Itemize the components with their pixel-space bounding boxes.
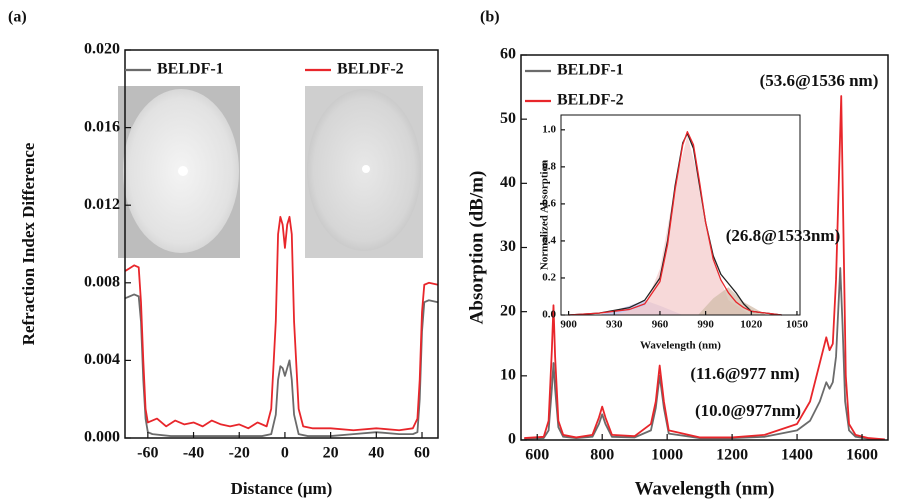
x-tick-label: 1400	[781, 447, 813, 464]
x-tick-label: 0	[281, 445, 289, 462]
panel-label: (a)	[8, 9, 27, 26]
x-tick-label: 1000	[651, 447, 683, 464]
x-tick-label: 930	[606, 319, 623, 331]
x-tick-label: 1020	[740, 319, 763, 331]
chart-0: -60 -40 -20 0 20 40 60 0.000 0.004 0.008 0.012 0.01…	[19, 41, 439, 498]
x-tick-label: 40	[368, 445, 384, 462]
legend-label: BELDF-1	[157, 61, 224, 78]
chart-2: 900 930 960 990 1020 1050 0.0 0.2 0.4 0.6 0.8 1.0 Wa…	[539, 114, 809, 352]
y-tick-label: 0.0	[542, 309, 556, 321]
plot-frame	[560, 114, 801, 316]
x-tick-label: 600	[525, 447, 549, 464]
y-tick-label: 1.0	[542, 123, 556, 135]
fiber-image-1	[118, 86, 240, 258]
x-tick-label: 60	[414, 445, 430, 462]
series-line	[524, 95, 885, 441]
y-tick-label: 0.6	[542, 197, 556, 209]
y-tick-label: 50	[500, 110, 516, 127]
y-axis-label: Normalized Absorption	[539, 160, 551, 270]
x-tick-label: 960	[652, 319, 669, 331]
x-axis-label: Wavelength (nm)	[635, 478, 775, 499]
series-line	[124, 293, 439, 437]
x-tick-label: 900	[560, 319, 577, 331]
x-tick-label: 1200	[716, 447, 748, 464]
legend-label: BELDF-2	[337, 61, 404, 78]
y-axis-label: Refraction Index Difference	[19, 142, 38, 345]
legend-label: BELDF-1	[557, 62, 624, 79]
x-tick-label: -20	[229, 445, 250, 462]
plot-frame	[124, 49, 439, 439]
annotation: (53.6@1536 nm)	[760, 71, 879, 90]
x-tick-label: 20	[323, 445, 339, 462]
fiber-image-2	[305, 86, 423, 258]
y-tick-label: 0.008	[84, 273, 120, 290]
y-tick-label: 0.012	[84, 196, 120, 213]
y-tick-label: 0.020	[84, 41, 120, 58]
panel-label: (b)	[480, 9, 500, 26]
component-area	[698, 287, 767, 315]
series-line	[124, 215, 439, 432]
y-tick-label: 0.016	[84, 118, 120, 135]
annotation: (11.6@977 nm)	[690, 364, 799, 383]
y-tick-label: 40	[500, 174, 516, 191]
y-axis-label: Absorption (dB/m)	[466, 171, 487, 325]
x-tick-label: 1050	[786, 319, 809, 331]
x-tick-label: 990	[697, 319, 714, 331]
x-tick-label: 1600	[846, 447, 878, 464]
series-line	[568, 131, 782, 316]
series-line	[524, 267, 885, 441]
y-tick-label: 30	[500, 238, 516, 255]
x-axis-label: Wavelength (nm)	[640, 340, 721, 352]
annotation: (26.8@1533nm)	[726, 226, 841, 245]
y-tick-label: 20	[500, 302, 516, 319]
y-tick-label: 0.2	[542, 271, 556, 283]
y-tick-label: 0.8	[542, 160, 556, 172]
x-tick-label: 800	[590, 447, 614, 464]
y-tick-label: 0.4	[542, 234, 556, 246]
legend-label: BELDF-2	[557, 92, 624, 109]
y-tick-label: 0	[508, 431, 516, 448]
y-tick-label: 0.004	[84, 351, 120, 368]
y-tick-label: 0.000	[84, 429, 120, 446]
x-tick-label: -60	[137, 445, 158, 462]
annotation: (10.0@977nm)	[695, 401, 801, 420]
y-tick-label: 60	[500, 46, 516, 63]
y-tick-label: 10	[500, 367, 516, 384]
x-tick-label: -40	[183, 445, 204, 462]
x-axis-label: Distance (μm)	[231, 479, 333, 498]
